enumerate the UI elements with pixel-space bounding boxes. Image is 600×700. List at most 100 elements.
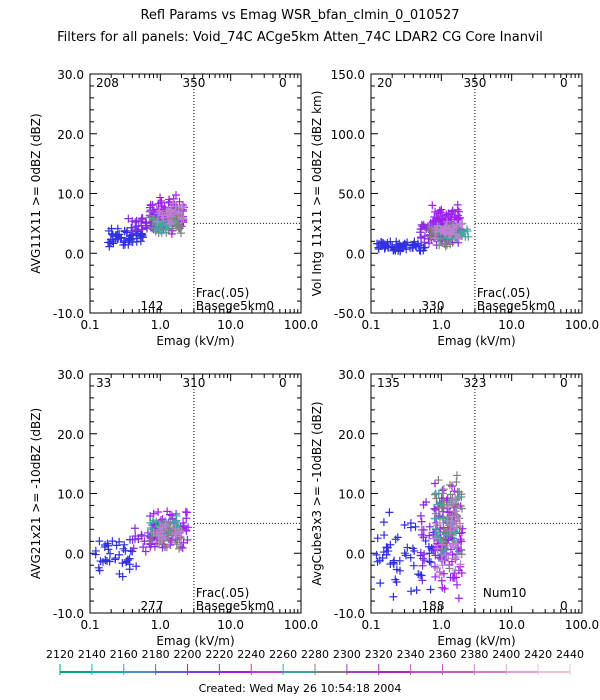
- y-tick-label: 0.0: [346, 247, 365, 261]
- scatter-point: [165, 219, 174, 228]
- plot-frame: [89, 73, 302, 314]
- scatter-point: [179, 521, 188, 530]
- scatter-point: [176, 532, 185, 541]
- y-axis-label: AVG11X11 >= 0dBZ (dBZ): [29, 113, 43, 273]
- count-top-left: 33: [96, 376, 111, 390]
- scatter-point: [173, 222, 182, 231]
- y-tick-label: 0.0: [65, 547, 84, 561]
- count-top-mid: 323: [463, 376, 486, 390]
- scatter-point: [176, 229, 185, 238]
- scatter-point: [455, 492, 464, 501]
- y-tick-label: 100.0: [331, 128, 365, 142]
- scatter-point: [411, 522, 420, 531]
- count-top-mid: 310: [182, 376, 205, 390]
- panel-1: 0.1 1.0 10.0 100.0 -10.0 0.0 10.0 20.0 30.0 Emag …: [29, 68, 318, 348]
- scatter-point: [172, 511, 181, 520]
- count-top-left: 135: [377, 376, 400, 390]
- y-tick-label: -10.0: [334, 607, 365, 621]
- scatter-point: [170, 200, 179, 209]
- scatter-point: [431, 234, 440, 243]
- y-tick-label: 0.0: [346, 547, 365, 561]
- scatter-point: [178, 544, 187, 553]
- scatter-point: [153, 217, 162, 226]
- scatter-point: [163, 507, 172, 516]
- scatter-point: [452, 220, 461, 229]
- scatter-point: [446, 490, 455, 499]
- scatter-point: [125, 565, 134, 574]
- panel-4: 0.1 1.0 10.0 100.0 -10.0 0.0 10.0 20.0 30.0 Emag …: [310, 368, 599, 648]
- scatter-point: [131, 226, 140, 235]
- figure-title: Refl Params vs Emag WSR_bfan_clmin_0_010…: [140, 8, 460, 23]
- scatter-point: [452, 580, 461, 589]
- colorbar-tick-label: 2340: [397, 648, 425, 661]
- scatter-point: [445, 564, 454, 573]
- scatter-point: [142, 219, 151, 228]
- scatter-point: [453, 200, 462, 209]
- scatter-point: [409, 561, 418, 570]
- y-tick-label: 0.0: [65, 247, 84, 261]
- scatter-point: [438, 514, 447, 523]
- scatter-point: [128, 217, 137, 226]
- scatter-point: [171, 191, 180, 200]
- scatter-point: [107, 238, 116, 247]
- y-tick-label: 30.0: [338, 368, 365, 382]
- scatter-point: [171, 530, 180, 539]
- y-tick-label: 20.0: [57, 128, 84, 142]
- scatter-point: [154, 507, 163, 516]
- scatter-point: [152, 517, 161, 526]
- scatter-point: [462, 225, 471, 234]
- scatter-point: [372, 550, 381, 559]
- scatter-point: [105, 557, 114, 566]
- count-top-left: 20: [377, 76, 392, 90]
- scatter-point: [416, 548, 425, 557]
- x-tick-label: 100.0: [284, 318, 318, 332]
- scatter-point: [435, 571, 444, 580]
- scatter-point: [457, 546, 466, 555]
- x-tick-label: 10.0: [217, 618, 244, 632]
- count-top-right: 0: [279, 76, 287, 90]
- colorbar-tick-label: 2140: [78, 648, 106, 661]
- scatter-point: [172, 535, 181, 544]
- scatter-point: [161, 519, 170, 528]
- x-tick-label: 10.0: [217, 318, 244, 332]
- scatter-point: [457, 568, 466, 577]
- scatter-point: [419, 525, 428, 534]
- figure-subtitle: Filters for all panels: Void_74C ACge5km…: [57, 30, 543, 45]
- count-bottom-mid: 330: [422, 299, 445, 313]
- scatter-point: [373, 534, 382, 543]
- scatter-point: [112, 541, 121, 550]
- scatter-point: [456, 519, 465, 528]
- scatter-point: [431, 514, 440, 523]
- scatter-point: [104, 226, 113, 235]
- scatter-point: [433, 564, 442, 573]
- scatter-point: [438, 504, 447, 513]
- scatter-point: [426, 585, 435, 594]
- scatter-point: [425, 557, 434, 566]
- scatter-point: [139, 543, 148, 552]
- scatter-point: [441, 546, 450, 555]
- scatter-point: [422, 498, 431, 507]
- scatter-point: [434, 476, 443, 485]
- scatter-point: [431, 572, 440, 581]
- colorbar-tick-label: 2200: [174, 648, 202, 661]
- x-tick-label: 1.0: [151, 318, 170, 332]
- y-tick-label: -10.0: [53, 307, 84, 321]
- scatter-point: [113, 224, 122, 233]
- scatter-point: [156, 193, 165, 202]
- colorbar-tick-label: 2240: [237, 648, 265, 661]
- scatter-point: [179, 538, 188, 547]
- filter-label: Basege5km0: [196, 299, 274, 313]
- scatter-point: [141, 547, 150, 556]
- scatter-point: [148, 200, 157, 209]
- scatter-point: [391, 575, 400, 584]
- scatter-point: [452, 471, 461, 480]
- scatter-point: [434, 528, 443, 537]
- colorbar-tick-label: 2120: [46, 648, 74, 661]
- scatter-point: [91, 550, 100, 559]
- scatter-point: [430, 212, 439, 221]
- scatter-point: [132, 562, 141, 571]
- scatter-point: [446, 480, 455, 489]
- x-axis-label: Emag (kV/m): [437, 334, 515, 348]
- x-tick-label: 0.1: [361, 318, 380, 332]
